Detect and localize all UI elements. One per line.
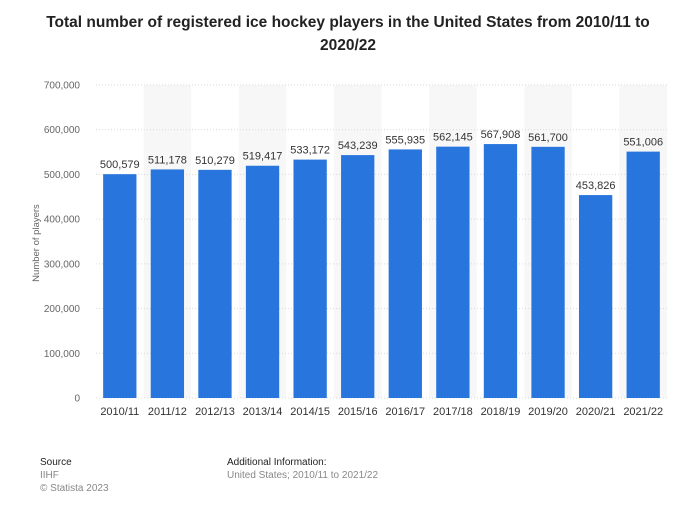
x-tick-label: 2015/16	[338, 406, 378, 418]
x-tick-label: 2020/21	[576, 406, 616, 418]
y-tick-label: 600,000	[44, 125, 81, 136]
data-labels: 500,579 511,178 510,279 519,417 533,172 543,2…	[100, 129, 663, 192]
bar	[626, 151, 660, 398]
bar	[483, 144, 518, 398]
data-label: 567,908	[481, 129, 521, 141]
y-tick-label: 700,000	[44, 81, 81, 92]
data-label: 551,006	[623, 137, 663, 149]
source-block: Source IIHF © Statista 2023	[40, 456, 109, 495]
y-axis-label: Number of players	[31, 204, 42, 282]
data-label: 543,239	[338, 140, 378, 152]
x-tick-label: 2013/14	[243, 406, 283, 418]
y-tick-label: 0	[74, 394, 80, 405]
x-tick-label: 2014/15	[290, 406, 330, 418]
bar	[150, 169, 185, 398]
source-name: IIHF	[40, 470, 59, 481]
data-label: 519,417	[243, 151, 283, 163]
y-tick-label: 500,000	[44, 170, 81, 181]
chart-title: Total number of registered ice hockey pl…	[46, 14, 650, 54]
bar	[293, 159, 327, 398]
data-label: 510,279	[195, 155, 235, 167]
source-heading: Source	[40, 457, 72, 468]
data-label: 500,579	[100, 159, 140, 171]
data-label: 555,935	[385, 134, 425, 146]
x-tick-label: 2016/17	[385, 406, 425, 418]
additional-info-block: Additional Information: United States; 2…	[227, 456, 378, 482]
data-label: 511,178	[148, 154, 187, 166]
data-label: 561,700	[528, 132, 568, 144]
y-axis-ticks: 0 100,000 200,000 300,000 400,000 500,000 600,…	[44, 81, 81, 405]
bars	[103, 144, 660, 398]
x-tick-label: 2018/19	[481, 406, 521, 418]
bar	[341, 155, 375, 398]
x-tick-label: 2021/22	[623, 406, 663, 418]
x-tick-label: 2017/18	[433, 406, 473, 418]
copyright: © Statista 2023	[40, 483, 109, 494]
y-tick-label: 100,000	[44, 349, 81, 360]
bar	[436, 146, 470, 398]
bar	[245, 165, 280, 398]
data-label: 453,826	[576, 180, 616, 192]
bar	[388, 149, 422, 398]
data-label: 533,172	[290, 145, 330, 157]
gridlines	[96, 84, 667, 399]
bar	[531, 146, 565, 398]
x-tick-label: 2010/11	[100, 406, 139, 418]
x-axis-ticks: 2010/11 2011/12 2012/13 2013/14 2014/15 2015/…	[100, 406, 663, 418]
x-tick-label: 2019/20	[528, 406, 568, 418]
bar	[103, 174, 137, 398]
bar	[578, 195, 613, 398]
x-tick-label: 2012/13	[195, 406, 235, 418]
x-tick-label: 2011/12	[148, 406, 187, 418]
y-tick-label: 300,000	[44, 259, 81, 270]
data-label: 562,145	[433, 132, 473, 144]
info-heading: Additional Information:	[227, 457, 327, 468]
bar	[198, 169, 232, 398]
info-text: United States; 2010/11 to 2021/22	[227, 470, 379, 481]
y-tick-label: 200,000	[44, 304, 81, 315]
y-tick-label: 400,000	[44, 215, 81, 226]
